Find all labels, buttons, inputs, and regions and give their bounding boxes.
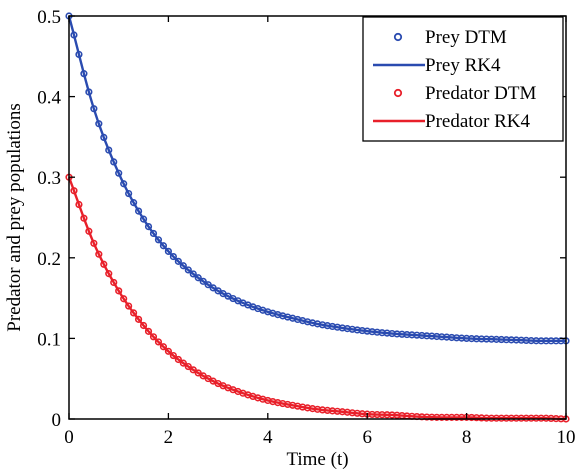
legend: Prey DTM Prey RK4 Predator DTM Predator RK4 — [362, 16, 564, 142]
series-line-prey-rk4 — [67, 15, 566, 343]
data-point — [164, 347, 172, 355]
data-point — [184, 266, 192, 274]
data-point — [120, 180, 128, 188]
data-point — [120, 295, 128, 303]
data-point — [149, 229, 158, 238]
y-axis-label: Predator and prey populations — [4, 103, 25, 331]
data-point — [144, 327, 153, 335]
data-point — [199, 277, 207, 285]
data-point — [130, 199, 138, 207]
data-point — [149, 333, 158, 341]
data-point — [174, 355, 182, 364]
data-point — [164, 247, 172, 255]
legend-label: Prey RK4 — [425, 55, 501, 76]
legend-label: Prey DTM — [425, 27, 507, 48]
legend-label: Predator DTM — [425, 83, 536, 104]
data-point — [209, 284, 217, 292]
data-point — [110, 278, 118, 287]
data-point — [139, 215, 148, 223]
data-point — [154, 338, 163, 346]
series-line-predator-rk4 — [67, 176, 567, 421]
data-point — [125, 302, 133, 310]
y-tick-label: 0.2 — [37, 249, 61, 270]
legend-label: Predator RK4 — [425, 111, 531, 132]
x-tick-label: 8 — [462, 427, 472, 448]
y-tick-label: 0.5 — [37, 7, 61, 28]
y-tick-label: 0.4 — [37, 88, 61, 109]
data-point — [100, 260, 108, 268]
data-point — [134, 315, 143, 323]
data-point — [134, 207, 143, 215]
data-point — [189, 270, 197, 278]
data-point — [179, 359, 187, 367]
data-point — [154, 236, 163, 244]
plot-area — [65, 12, 570, 423]
data-point — [174, 257, 182, 265]
data-point — [194, 369, 202, 377]
data-point — [194, 274, 202, 282]
x-tick-label: 2 — [164, 427, 174, 448]
axes: 0 2 4 6 8 10 0 0.1 0.2 0.3 0.4 0.5 — [37, 7, 575, 448]
data-point — [169, 252, 177, 261]
y-tick-label: 0.3 — [37, 168, 61, 189]
data-point — [125, 189, 133, 198]
data-point — [204, 281, 212, 289]
y-tick-label: 0 — [52, 410, 62, 431]
legend-swatch-marker — [393, 88, 403, 98]
data-point — [159, 242, 168, 250]
x-axis-label: Time (t) — [286, 449, 348, 470]
data-point — [144, 222, 153, 231]
data-point — [105, 270, 113, 278]
x-tick-label: 0 — [64, 427, 74, 448]
y-tick-label: 0.1 — [37, 329, 61, 350]
data-point — [184, 362, 192, 371]
x-tick-label: 4 — [263, 427, 273, 448]
legend-swatch-marker — [393, 32, 403, 42]
data-point — [159, 343, 168, 351]
data-point — [169, 351, 177, 360]
x-tick-label: 6 — [362, 427, 372, 448]
x-tick-label: 10 — [557, 427, 575, 448]
data-point — [139, 321, 148, 330]
axes-box — [68, 15, 567, 420]
data-point — [189, 366, 197, 374]
data-point — [130, 309, 138, 317]
data-point — [179, 262, 187, 270]
data-point — [115, 287, 123, 295]
